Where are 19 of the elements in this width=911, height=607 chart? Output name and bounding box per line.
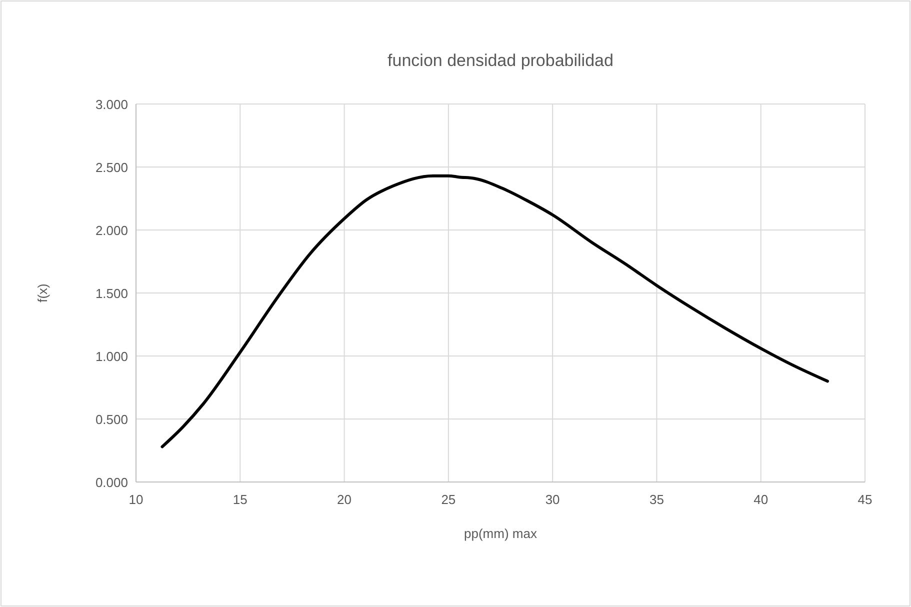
x-tick-label: 20 (337, 492, 352, 507)
y-tick-label: 1.000 (95, 349, 128, 364)
y-tick-label: 1.500 (95, 286, 128, 301)
y-tick-label: 2.500 (95, 160, 128, 175)
x-tick-label: 45 (858, 492, 872, 507)
x-tick-label: 10 (128, 492, 144, 507)
y-axis-title: f(x) (35, 284, 50, 302)
x-tick-label: 35 (649, 492, 664, 507)
chart-title: funcion densidad probabilidad (388, 51, 614, 70)
y-tick-label: 0.000 (95, 475, 128, 490)
x-axis-title: pp(mm) max (464, 526, 538, 541)
y-tick-label: 0.500 (95, 412, 128, 427)
y-tick-label: 2.000 (95, 223, 128, 238)
x-tick-label: 40 (754, 492, 768, 507)
x-tick-label: 25 (441, 492, 456, 507)
line-series (160, 174, 830, 448)
y-tick-label: 3.000 (95, 97, 128, 112)
x-tick-label: 15 (232, 492, 248, 507)
x-tick-label: 30 (545, 492, 560, 507)
